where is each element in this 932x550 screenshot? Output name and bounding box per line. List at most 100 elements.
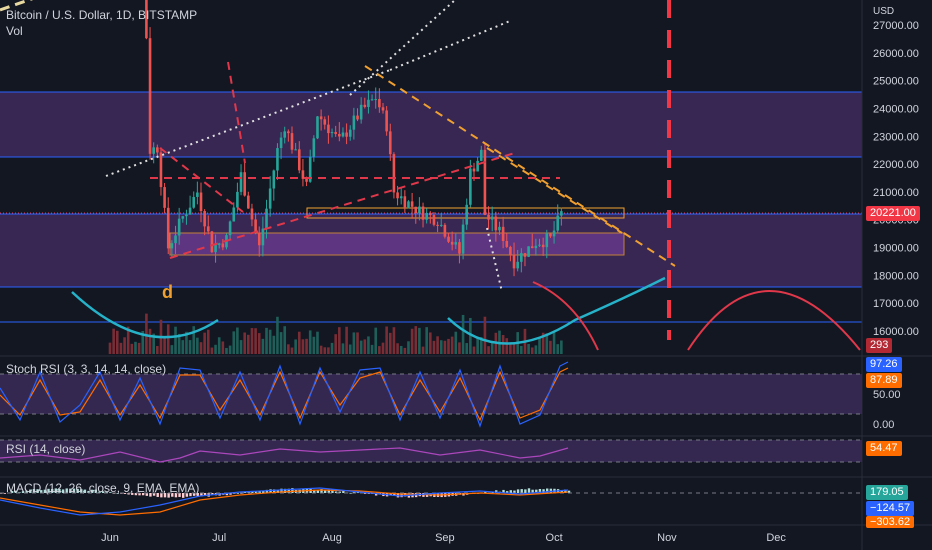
candle-body: [338, 133, 341, 137]
macd-hist-bar: [404, 493, 407, 497]
candle-body: [283, 131, 287, 138]
volume-bar: [163, 337, 166, 354]
macd-hist-bar: [353, 491, 356, 493]
candle: [290, 126, 294, 154]
volume-bar: [254, 328, 257, 354]
volume-bar: [203, 332, 206, 354]
candle-body: [319, 116, 323, 120]
volume-bar: [338, 327, 341, 354]
volume-bar: [356, 332, 359, 354]
marker-letter: d: [162, 282, 173, 302]
candle: [239, 164, 243, 196]
candle: [163, 183, 166, 214]
volume-bar: [199, 342, 203, 354]
candle: [552, 221, 556, 244]
candle: [461, 219, 465, 260]
candle-body: [163, 187, 166, 208]
rsi-title[interactable]: RSI (14, close): [6, 442, 86, 456]
macd-hist-bar: [160, 493, 163, 498]
macd-hist-bar: [101, 491, 105, 493]
macd-hist-bar: [280, 488, 283, 493]
candle: [487, 206, 490, 230]
macd-signal-line: [0, 489, 569, 516]
candle-body: [308, 156, 312, 182]
volume-bar: [279, 332, 283, 354]
macd-hist-bar: [491, 492, 494, 494]
candle-body: [509, 246, 512, 255]
volume-bar: [130, 343, 134, 354]
volume-bar: [552, 331, 556, 354]
candle-body: [396, 192, 399, 199]
candle: [549, 233, 552, 238]
candle-body: [177, 218, 181, 236]
dashed-trendline-red: [169, 151, 519, 259]
candle-body: [148, 38, 152, 154]
stoch-rsi-title[interactable]: Stoch RSI (3, 3, 14, 14, close): [6, 362, 167, 376]
time-axis[interactable]: Jun Jul Aug Sep Oct Nov Dec: [101, 532, 786, 544]
time-tick-label: Jun: [101, 532, 119, 544]
time-tick-label: Dec: [766, 532, 786, 544]
upper-zone: [0, 92, 862, 157]
macd-hist-bar: [58, 488, 61, 493]
volume-bar: [301, 339, 305, 354]
candle-body: [323, 119, 327, 125]
symbol-title[interactable]: Bitcoin / U.S. Dollar, 1D, BITSTAMP: [6, 8, 198, 22]
macd-hist-bar: [43, 489, 47, 493]
macd-hist-bar: [163, 493, 167, 498]
volume-bar: [352, 332, 356, 354]
macd-hist-bar: [47, 488, 50, 493]
volume-bar: [534, 345, 538, 354]
macd-hist-bar: [393, 493, 396, 496]
candle: [450, 231, 454, 251]
candle: [199, 182, 203, 223]
macd-hist-bar: [327, 489, 330, 493]
macd-hist-bar: [138, 493, 141, 496]
rsi-line: [0, 447, 569, 463]
macd-hist-bar: [520, 489, 523, 493]
candle-body: [512, 254, 516, 269]
candle-body: [418, 206, 421, 214]
volume-bar: [290, 347, 294, 354]
volume-bar: [392, 327, 396, 354]
volume-bar: [367, 336, 370, 354]
candle-body: [516, 261, 519, 269]
candle-body: [254, 219, 257, 233]
dotted-trendline: [349, 0, 456, 96]
price-tick-label: 21000.00: [873, 187, 919, 199]
price-axis[interactable]: 27000.00 26000.00 25000.00 24000.00 23000.00…: [873, 20, 919, 338]
candle: [545, 229, 549, 259]
volume-bar: [283, 326, 287, 354]
candle-body: [145, 0, 148, 39]
volume-bar: [378, 346, 381, 354]
macd-hist-bar: [513, 490, 516, 493]
macd-hist-bar: [145, 493, 148, 496]
candle: [210, 230, 214, 254]
macd-hist-bar: [269, 489, 272, 493]
macd-hist-bar: [98, 491, 101, 493]
volume-bar: [261, 338, 265, 354]
candle: [407, 200, 410, 209]
candle: [257, 226, 261, 257]
macd-hist-bar: [546, 488, 549, 493]
candle-body: [476, 160, 479, 172]
macd-hist-bar: [10, 491, 14, 493]
candle-body: [214, 244, 217, 253]
macd-hist-bar: [185, 493, 189, 497]
candle-body: [287, 131, 290, 134]
candle-body: [498, 226, 501, 231]
cycle-curve-cyan: [71, 291, 219, 339]
macd-hist-bar: [21, 491, 25, 493]
volume-bar: [112, 328, 115, 354]
candle: [476, 157, 479, 172]
volume-bar: [385, 326, 388, 354]
candle: [363, 97, 367, 109]
candle: [454, 233, 458, 250]
candle-body: [356, 115, 359, 120]
candle-body: [490, 216, 494, 220]
candle-body: [370, 99, 374, 101]
macd-title[interactable]: MACD (12, 26, close, 9, EMA, EMA): [6, 481, 200, 495]
price-tick-label: 24000.00: [873, 103, 919, 115]
volume-bar: [530, 347, 534, 354]
candle: [250, 203, 254, 227]
